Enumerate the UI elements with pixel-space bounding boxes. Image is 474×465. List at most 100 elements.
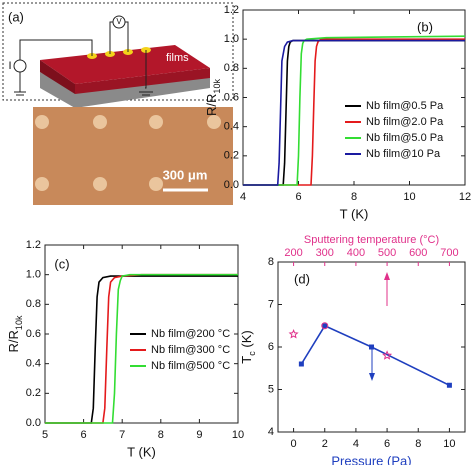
x-tick-label: 7 [119,429,125,441]
panel-a: (a) V I films 300 μm [2,2,234,205]
legend-label: Nb film@300 °C [151,344,230,356]
x-tick-label: 8 [158,429,164,441]
y-axis-label-part: (K) [239,330,254,351]
film-top [40,45,210,84]
scale-bar-label: 300 μm [163,167,208,182]
y-axis-label-part: 10k [14,315,24,330]
series-line [45,273,238,424]
x2-tick-label: 400 [347,247,365,259]
panel-label: (d) [294,271,310,286]
film-side [40,60,75,94]
x-tick-label: 12 [459,191,471,203]
wire [109,21,113,54]
y-axis-label-part: R/R [6,330,21,352]
wire [145,50,147,89]
dot [35,177,49,191]
dot [149,115,163,129]
y-tick-label: 0.6 [26,328,41,340]
marker [298,361,304,367]
marker [369,344,374,350]
x-tick-label: 8 [415,438,421,450]
x2-tick-label: 600 [409,247,427,259]
y-axis-label: R/R10k [6,315,24,352]
series-line [243,39,465,186]
legend-label: Nb film@2.0 Pa [366,116,444,128]
dot [93,115,107,129]
y-tick-label: 0.4 [26,358,41,370]
arrows [369,272,390,381]
dot [93,177,107,191]
y-axis-label: R/R10k [204,79,222,116]
y-tick-label: 0.6 [224,91,239,103]
y-tick-label: 0.2 [224,150,239,162]
wire [125,21,129,52]
x-tick-label: 10 [443,438,455,450]
y-tick-label: 0.0 [224,179,239,191]
x2-tick-label: 500 [378,247,396,259]
series-line [243,39,465,186]
x-tick-label: 10 [403,191,415,203]
y-tick-label: 8 [268,256,274,268]
y-tick-label: 0.4 [224,121,239,133]
x-tick-label: 4 [353,438,359,450]
dot [35,115,49,129]
legend-label: Nb film@200 °C [151,328,230,340]
y-tick-label: 0.2 [26,387,41,399]
y-tick-label: 0.0 [26,417,41,429]
legend-label: Nb film@500 °C [151,360,230,372]
y-tick-label: 6 [268,341,274,353]
y-axis-label-part: R/R [204,94,219,116]
x-axis-label: Pressure (Pa) [331,453,411,465]
panel-label: (a) [8,9,24,24]
x2-axis-label: Sputtering temperature (°C) [304,234,439,246]
series-line [243,38,465,186]
series-line [300,324,450,387]
x-tick-label: 6 [384,438,390,450]
current-source [13,59,27,73]
x-tick-label: 8 [351,191,357,203]
y-tick-label: 7 [268,298,274,310]
x-axis-label: T (K) [340,206,369,221]
panel-label: (c) [54,256,69,271]
arrow-head [384,272,390,280]
legend-label: Nb film@5.0 Pa [366,132,444,144]
x-tick-label: 10 [232,429,244,441]
y-tick-label: 4 [268,426,274,438]
x-tick-label: 2 [322,438,328,450]
dot [207,115,221,129]
dot [149,177,163,191]
x-tick-label: 5 [42,429,48,441]
marker [288,329,299,339]
x2-tick-label: 700 [440,247,458,259]
x-tick-label: 0 [291,438,297,450]
x-tick-label: 6 [295,191,301,203]
y-tick-label: 5 [268,383,274,395]
y-tick-label: 1.0 [224,33,239,45]
marker [322,323,328,329]
films-label: films [166,52,189,64]
x-axis-label: T (K) [127,444,156,459]
panel-label: (b) [417,19,433,34]
current-label: I [8,60,11,72]
y-axis-label: Tc (K) [239,330,257,363]
series-line [243,35,466,186]
series-line [45,275,238,424]
marker [446,382,452,388]
y-tick-label: 1.2 [224,4,239,16]
voltmeter [112,15,126,29]
y-axis-label-part: c [247,351,257,356]
legend-label: Nb film@10 Pa [366,148,441,160]
x2-tick-label: 300 [316,247,334,259]
voltmeter-label: V [116,17,122,26]
y-axis-label-part: 10k [212,79,222,94]
marker [382,350,393,360]
x2-tick-label: 200 [284,247,302,259]
y-tick-label: 1.2 [26,239,41,251]
y-tick-label: 1.0 [26,269,41,281]
x-tick-label: 6 [81,429,87,441]
arrow-head [369,373,375,381]
y-tick-label: 0.8 [224,62,239,74]
wire [19,39,93,60]
legend-label: Nb film@0.5 Pa [366,100,444,112]
